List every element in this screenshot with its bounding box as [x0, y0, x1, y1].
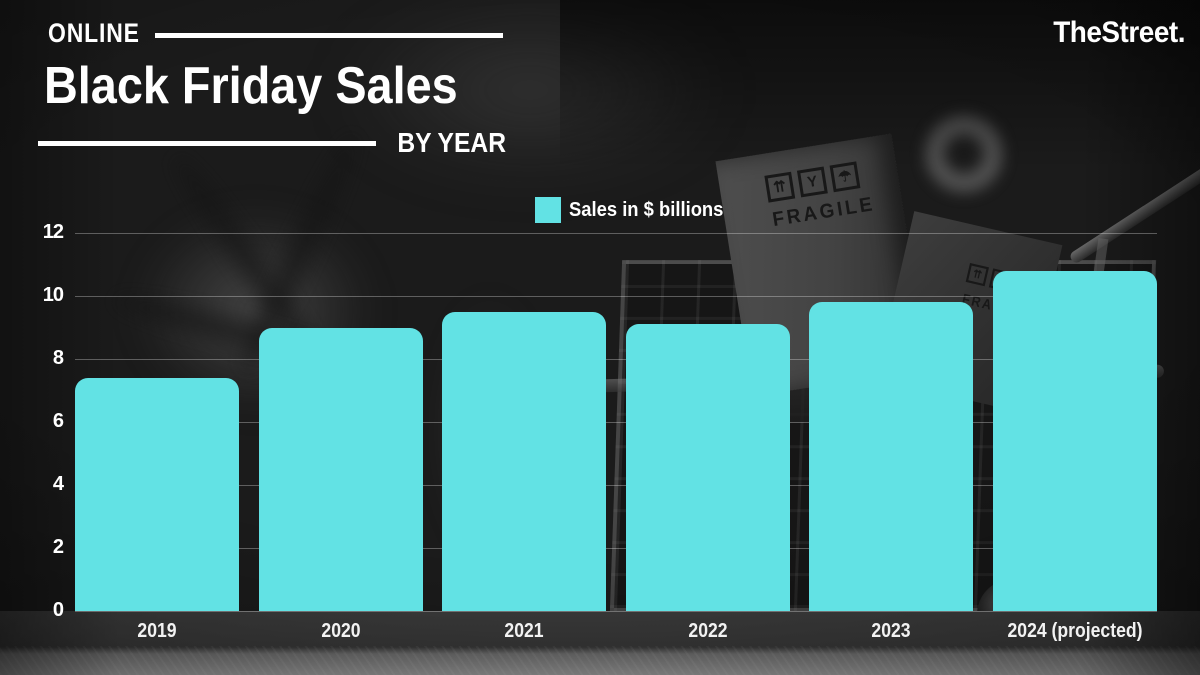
y-tick-label: 10: [42, 284, 64, 306]
bar-2021: [442, 311, 607, 611]
bar-2019: [75, 377, 239, 611]
y-tick-label: 4: [52, 473, 64, 495]
x-tick-label: 2024 (projected): [1007, 620, 1143, 642]
y-tick-label: 2: [52, 536, 64, 558]
y-tick-label: 0: [52, 599, 64, 621]
subtitle-rule: [38, 141, 376, 146]
y-tick-label: 6: [52, 410, 64, 432]
y-tick-label: 12: [42, 221, 64, 243]
x-tick-label: 2023: [871, 620, 911, 642]
gridline-12: [75, 232, 1157, 234]
page-subtitle: BY YEAR: [397, 127, 506, 158]
y-tick-label: 8: [52, 347, 64, 369]
thestreet-logo: TheStreet.: [1053, 16, 1185, 49]
legend-swatch: [535, 197, 561, 223]
gridline-0: [75, 610, 1157, 612]
gridline-8: [75, 358, 1157, 360]
page-title: Black Friday Sales: [44, 57, 458, 115]
gridline-10: [75, 295, 1157, 297]
x-tick-label: 2020: [321, 620, 361, 642]
gridline-6: [75, 421, 1157, 423]
bar-2020: [258, 327, 423, 611]
x-tick-label: 2021: [504, 620, 544, 642]
bar-2024 (projected): [993, 270, 1157, 611]
kicker-label: ONLINE: [48, 18, 140, 48]
legend-label: Sales in $ billions: [569, 199, 724, 221]
bar-2022: [625, 324, 790, 611]
x-tick-label: 2019: [137, 620, 177, 642]
kicker-rule: [155, 33, 503, 38]
gridline-4: [75, 484, 1157, 486]
x-tick-label: 2022: [688, 620, 728, 642]
bar-2023: [809, 302, 974, 611]
gridline-2: [75, 547, 1157, 549]
